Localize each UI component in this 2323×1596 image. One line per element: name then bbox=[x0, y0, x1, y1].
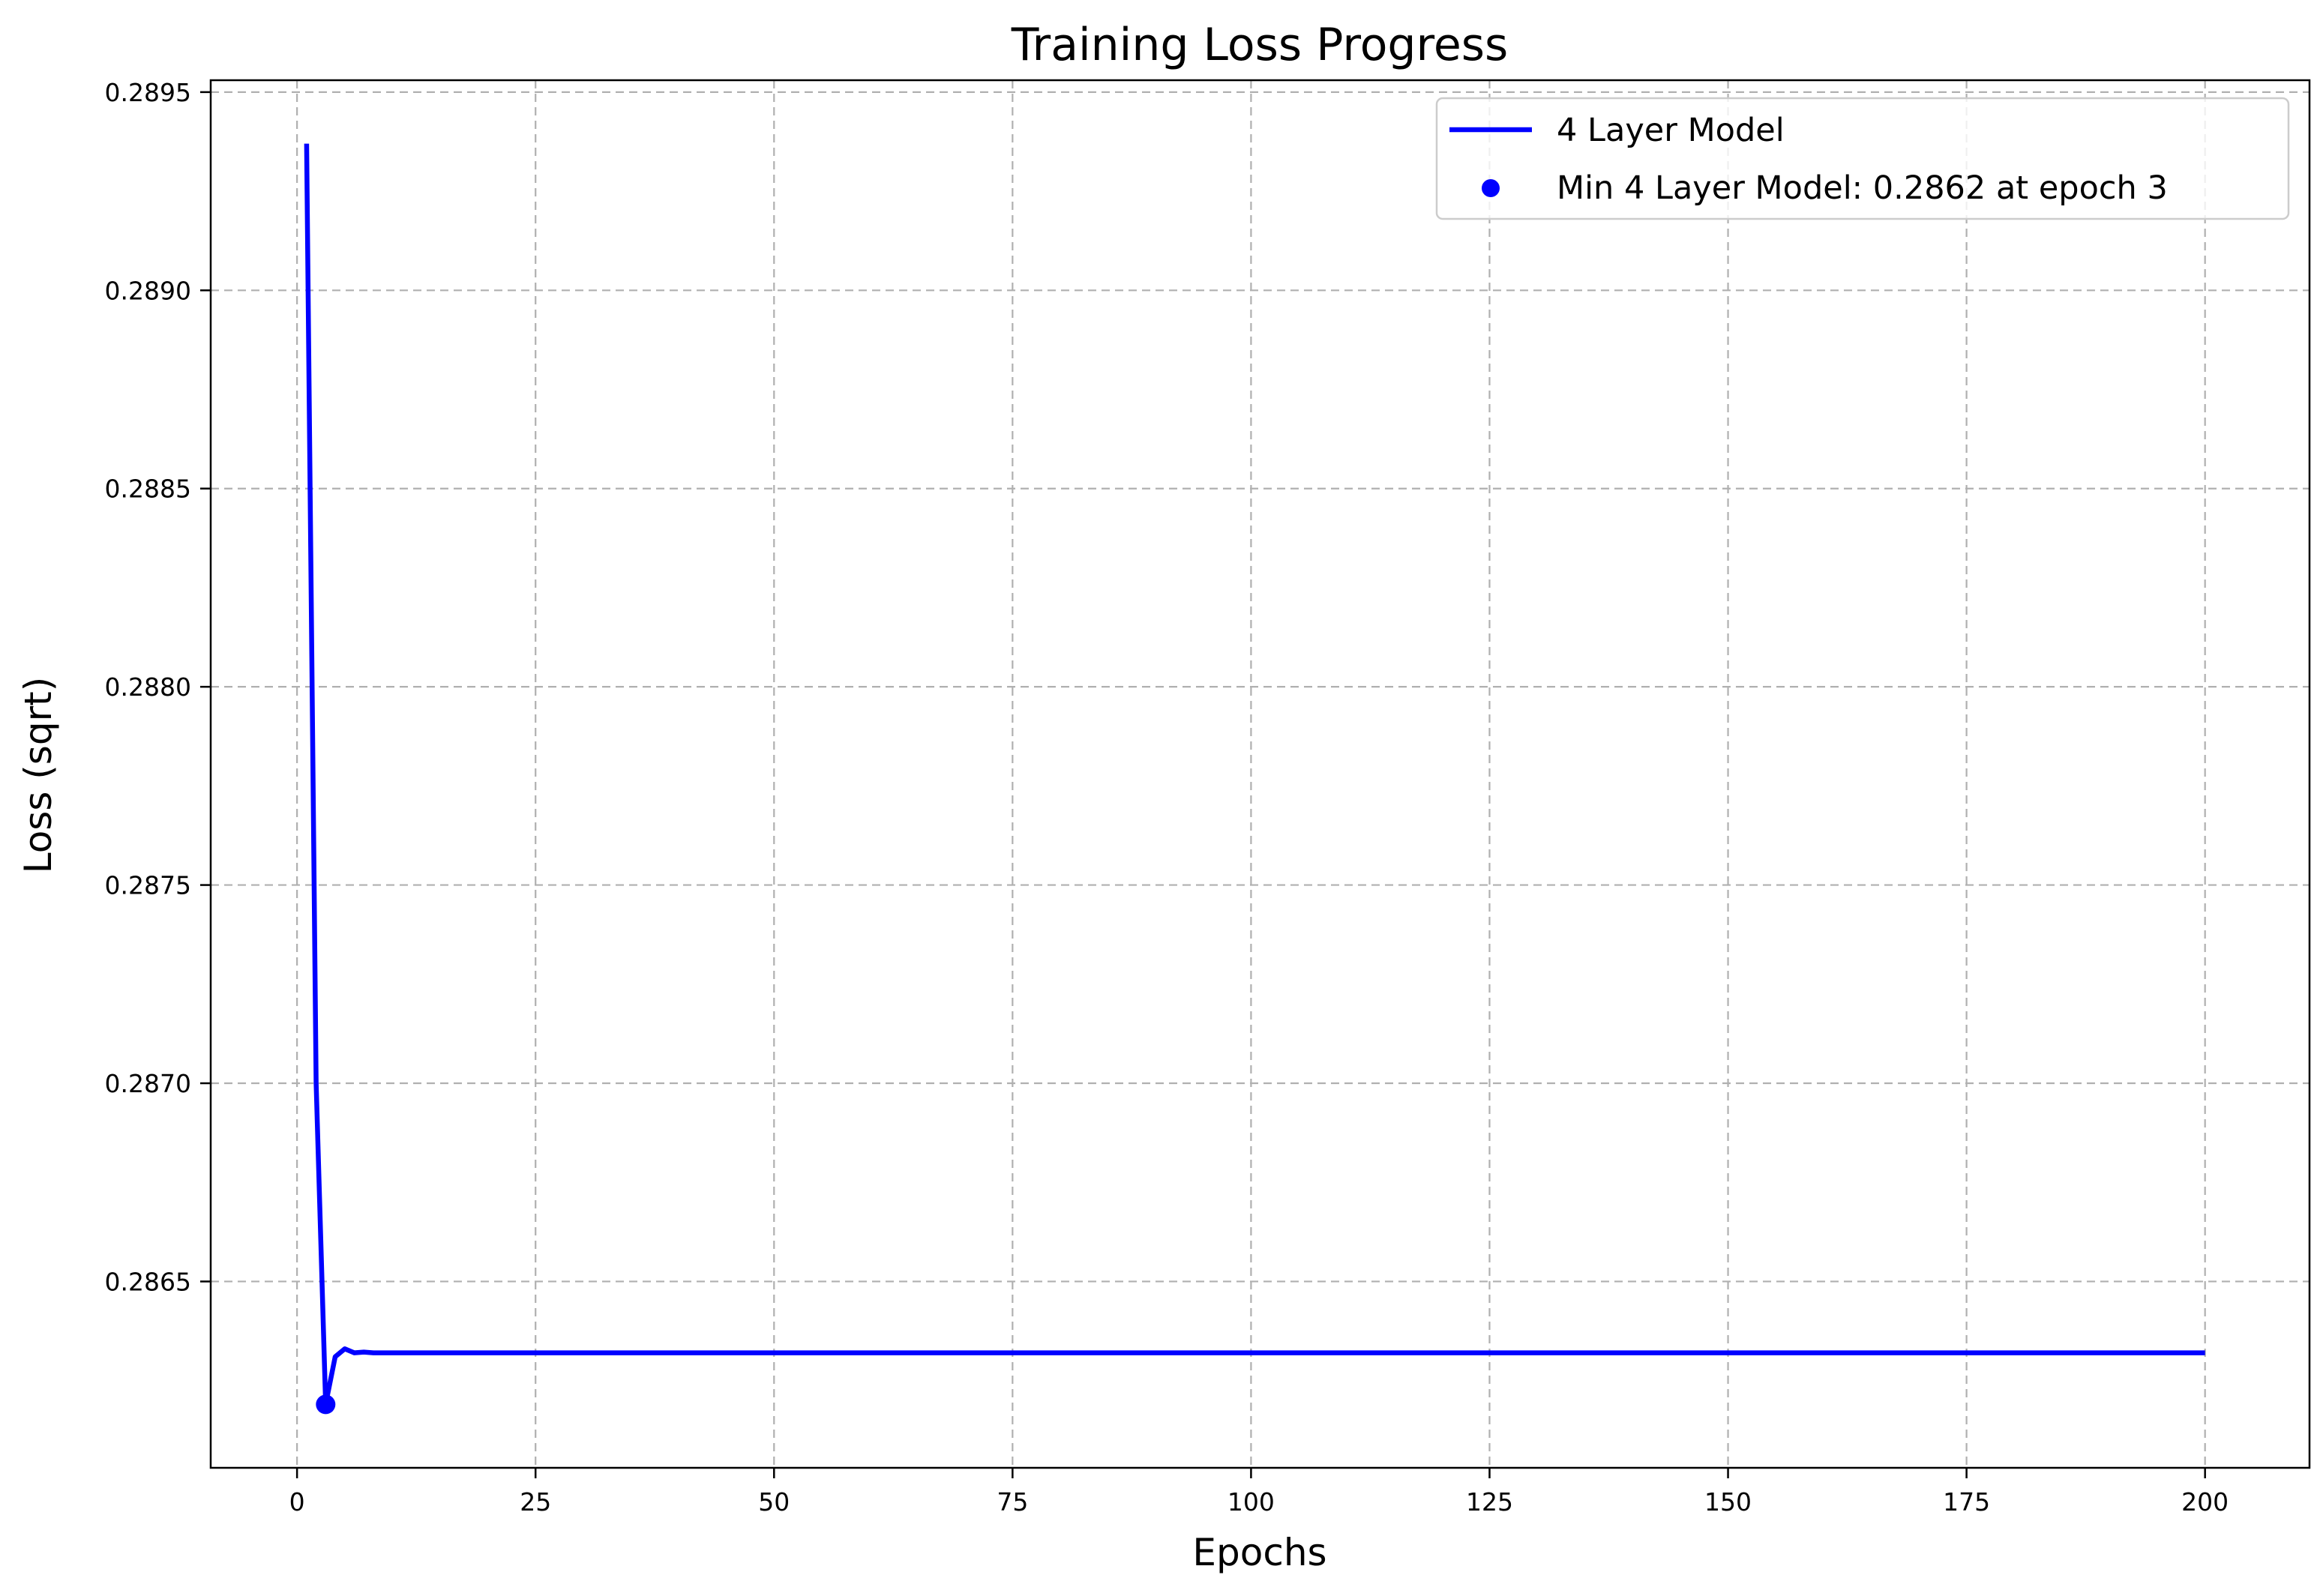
x-tick-label: 175 bbox=[1943, 1487, 1990, 1517]
legend-label-series: 4 Layer Model bbox=[1557, 112, 1785, 149]
axes-frame bbox=[209, 79, 2311, 1469]
x-tick-label: 0 bbox=[289, 1487, 305, 1517]
y-tick-label: 0.2895 bbox=[105, 78, 191, 107]
plot-area bbox=[304, 143, 2205, 1415]
y-axis-title: Loss (sqrt) bbox=[16, 677, 60, 874]
y-tick-label: 0.2885 bbox=[105, 475, 191, 504]
x-axis-title: Epochs bbox=[1192, 1531, 1326, 1574]
x-tick-label: 100 bbox=[1227, 1487, 1275, 1517]
x-tick-label: 75 bbox=[997, 1487, 1028, 1517]
legend: 4 Layer Model Min 4 Layer Model: 0.2862 … bbox=[1435, 97, 2290, 220]
legend-marker-swatch bbox=[1482, 179, 1500, 197]
x-tick-label: 25 bbox=[520, 1487, 551, 1517]
x-tick-label: 125 bbox=[1466, 1487, 1513, 1517]
chart-title: Training Loss Progress bbox=[1011, 19, 1509, 71]
min-marker-point bbox=[316, 1394, 336, 1415]
axes: 0 25 50 75 100 125 150 175 200 0.2865 0.2870 0.2875… bbox=[105, 78, 2311, 1517]
legend-box bbox=[1435, 97, 2290, 220]
x-tick-label: 200 bbox=[2181, 1487, 2229, 1517]
legend-label-min: Min 4 Layer Model: 0.2862 at epoch 3 bbox=[1557, 169, 2168, 207]
x-tick-label: 50 bbox=[758, 1487, 790, 1517]
y-tick-label: 0.2880 bbox=[105, 672, 191, 702]
series-line bbox=[304, 143, 2205, 1407]
y-tick-label: 0.2875 bbox=[105, 871, 191, 900]
y-tick-label: 0.2890 bbox=[105, 276, 191, 305]
x-tick-label: 150 bbox=[1704, 1487, 1752, 1517]
y-tick-label: 0.2865 bbox=[105, 1267, 191, 1296]
y-tick-label: 0.2870 bbox=[105, 1069, 191, 1098]
grid bbox=[211, 80, 2310, 1468]
